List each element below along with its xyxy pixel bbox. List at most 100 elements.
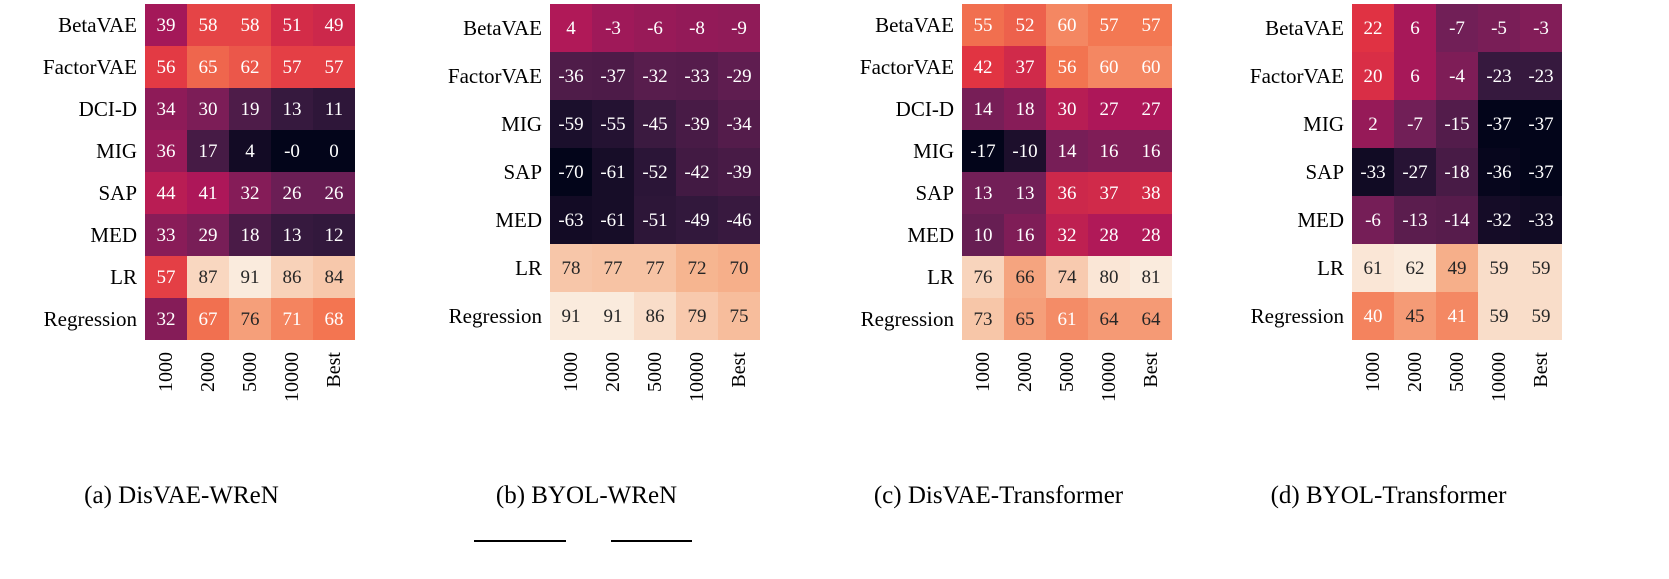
x-tick-label: Best [323,352,345,388]
heatmap-cell: 60 [1046,4,1088,46]
heatmap-cell: -27 [1394,148,1436,196]
heatmap-cell: 20 [1352,52,1394,100]
x-tick: 5000 [634,352,676,460]
subplot-caption: (a) DisVAE-WReN [84,482,279,509]
x-axis-tick-labels: 1000 2000 5000 10000 Best [550,352,760,460]
heatmap-cell: -13 [1394,196,1436,244]
heatmap-cell: 77 [592,244,634,292]
heatmap-cell: -23 [1520,52,1562,100]
heatmap-row: Regression 32 67 76 71 68 [8,298,355,340]
subplot-caption: (b) BYOL-WReN [495,482,678,509]
heatmap-cell: 12 [313,214,355,256]
x-tick: 5000 [229,352,271,460]
x-tick: 2000 [1394,352,1436,460]
heatmap-cell: 91 [229,256,271,298]
heatmap-cell: 45 [1394,292,1436,340]
heatmap-cell: 40 [1352,292,1394,340]
heatmap-cell: 84 [313,256,355,298]
panel-disvae-wren: BetaVAE 39 58 58 51 49 FactorVAE 56 65 62 57 57 DCI-… [8,4,355,510]
x-tick-label: 1000 [1362,352,1384,392]
row-label: MED [1297,207,1344,232]
heatmap-cell: 66 [1004,256,1046,298]
row-label: SAP [915,180,954,205]
row-label: DCI-D [78,96,137,121]
heatmap-grid: BetaVAE 22 6 -7 -5 -3 FactorVAE 20 6 -4 -23 -23 MIG 2… [1215,4,1562,340]
row-label: BetaVAE [58,12,137,37]
heatmap-cell: 16 [1004,214,1046,256]
heatmap-cell: -45 [634,100,676,148]
row-label: MED [495,207,542,232]
heatmap-cell: 58 [187,4,229,46]
heatmap-cell: -49 [676,196,718,244]
heatmap-cell: 14 [962,88,1004,130]
heatmap-row: BetaVAE 55 52 60 57 57 [825,4,1172,46]
x-tick-label: 1000 [972,352,994,392]
heatmap-cell: -32 [634,52,676,100]
heatmap-cell: 49 [313,4,355,46]
heatmap-cell: 34 [145,88,187,130]
heatmap-cell: 59 [1478,244,1520,292]
row-label: MIG [913,138,954,163]
x-tick: 2000 [1004,352,1046,460]
heatmap-cell: 67 [187,298,229,340]
heatmap-cell: 4 [229,130,271,172]
heatmap-cell: -10 [1004,130,1046,172]
heatmap-cell: 68 [313,298,355,340]
heatmap-cell: 33 [145,214,187,256]
heatmap-row: FactorVAE 56 65 62 57 57 [8,46,355,88]
heatmap-row: MIG -59 -55 -45 -39 -34 [413,100,760,148]
heatmap-cell: -42 [676,148,718,196]
heatmap-cell: -17 [962,130,1004,172]
row-label: MED [907,222,954,247]
x-tick: 10000 [1088,352,1130,460]
row-label: SAP [503,159,542,184]
heatmap-cell: -29 [718,52,760,100]
heatmap-cell: 59 [1478,292,1520,340]
row-label: FactorVAE [1249,63,1344,88]
heatmap-cell: 32 [229,172,271,214]
heatmap-row: FactorVAE 42 37 56 60 60 [825,46,1172,88]
heatmap-row: FactorVAE 20 6 -4 -23 -23 [1215,52,1562,100]
heatmap-row: MIG 36 17 4 -0 0 [8,130,355,172]
x-tick-label: 1000 [560,352,582,392]
heatmap-row: MIG -17 -10 14 16 16 [825,130,1172,172]
x-axis-tick-labels: 1000 2000 5000 10000 Best [1352,352,1562,460]
heatmap-cell: 62 [1394,244,1436,292]
x-tick: 1000 [145,352,187,460]
heatmap-cell: -61 [592,196,634,244]
heatmap-cell: 16 [1130,130,1172,172]
heatmap-cell: 80 [1088,256,1130,298]
heatmap-row: MED 33 29 18 13 12 [8,214,355,256]
x-tick-label: 2000 [1014,352,1036,392]
heatmap-cell: 51 [271,4,313,46]
heatmap-cell: 16 [1088,130,1130,172]
x-axis-tick-labels: 1000 2000 5000 10000 Best [962,352,1172,460]
heatmap-cell: 49 [1436,244,1478,292]
heatmap-cell: 58 [229,4,271,46]
heatmap-cell: 78 [550,244,592,292]
heatmap-cell: 74 [1046,256,1088,298]
heatmap-cell: 10 [962,214,1004,256]
heatmap-cell: 0 [313,130,355,172]
heatmap-row: LR 76 66 74 80 81 [825,256,1172,298]
heatmap-cell: -52 [634,148,676,196]
x-tick-label: 2000 [197,352,219,392]
heatmap-cell: -23 [1478,52,1520,100]
heatmap-cell: 19 [229,88,271,130]
heatmap-cell: 36 [1046,172,1088,214]
heatmap-cell: 6 [1394,52,1436,100]
heatmap-row: Regression 91 91 86 79 75 [413,292,760,340]
x-tick: 2000 [187,352,229,460]
x-tick-label: 1000 [155,352,177,392]
heatmap-cell: -36 [1478,148,1520,196]
heatmap-cell: -9 [718,4,760,52]
heatmap-cell: 64 [1088,298,1130,340]
heatmap-cell: 60 [1130,46,1172,88]
heatmap-cell: -4 [1436,52,1478,100]
heatmap-cell: -14 [1436,196,1478,244]
x-tick-label: 2000 [602,352,624,392]
x-tick-label: 2000 [1404,352,1426,392]
heatmap-cell: 57 [271,46,313,88]
x-tick: 5000 [1436,352,1478,460]
heatmap-row: DCI-D 14 18 30 27 27 [825,88,1172,130]
